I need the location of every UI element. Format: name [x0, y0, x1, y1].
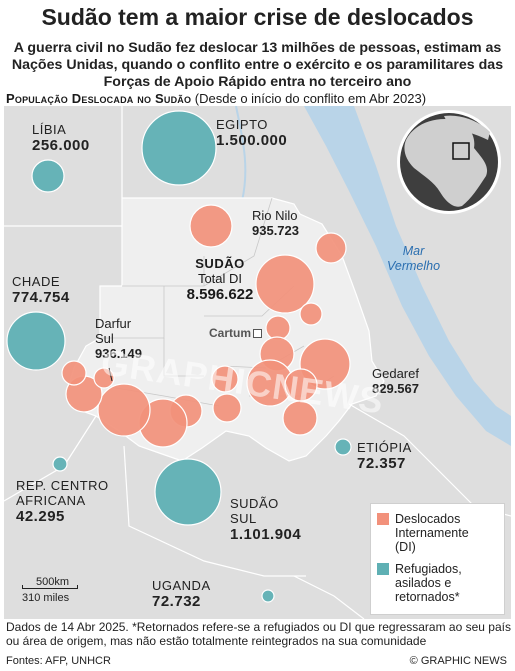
label-gedaref: Gedaref 829.567 [372, 366, 419, 396]
label-etiopia: ETIÓPIA 72.357 [357, 440, 412, 473]
refugee-circle-chade [6, 311, 66, 371]
cartum-name: Cartum [209, 326, 252, 340]
legend-refugees-line2: asilados e [395, 576, 452, 590]
refugee-circles [6, 110, 352, 603]
label-uganda: UGANDA 72.732 [152, 578, 211, 611]
gedaref-name: Gedaref [372, 366, 419, 381]
mar-vermelho-line1: Mar [402, 244, 425, 258]
globe-sudan-marker [452, 142, 470, 160]
sudao-total-value: 8.596.622 [186, 286, 254, 303]
label-rio-nilo: Rio Nilo 935.723 [252, 208, 299, 238]
credit: © GRAPHIC NEWS [409, 655, 507, 667]
nile-river [235, 106, 247, 202]
gedaref-value: 829.567 [372, 381, 419, 396]
refugee-circle-uganda [261, 589, 275, 603]
legend: Deslocados Internamente (DI) Refugiados,… [370, 503, 505, 615]
etiopia-value: 72.357 [357, 455, 406, 472]
chade-name: CHADE [12, 274, 61, 289]
main-title: Sudão tem a maior crise de deslocados [41, 4, 474, 30]
legend-idp-line2: Internamente [395, 526, 469, 540]
sudao-total-label: Total DI [197, 271, 243, 286]
label-sudao: SUDÃO Total DI 8.596.622 [170, 256, 270, 304]
mar-vermelho-line2: Vermelho [387, 259, 441, 273]
map: LÍBIA 256.000 EGIPTO 1.500.000 CHADE 774… [4, 106, 511, 619]
idp-circle [284, 368, 318, 402]
uganda-name: UGANDA [152, 578, 211, 593]
scale-km: 500km [36, 576, 70, 588]
refugee-circle-etiopia [334, 438, 352, 456]
label-egito: EGIPTO 1.500.000 [216, 117, 287, 150]
idp-circle-darfur-sul [97, 383, 151, 437]
idp-circle [212, 393, 242, 423]
capital-marker-icon [253, 329, 263, 338]
label-darfur-sul: Darfur Sul 936.149 [95, 316, 142, 361]
idp-circle [282, 400, 318, 436]
rca-value: 42.295 [16, 508, 65, 525]
refugee-circle-rca [52, 456, 68, 472]
map-heading-main: População Deslocada no Sudão [6, 91, 192, 106]
idp-circle [315, 232, 347, 264]
label-rca: REP. CENTRO AFRICANA 42.295 [16, 478, 109, 526]
sudao-sul-name-line1: SUDÃO [230, 496, 279, 511]
legend-swatch-idp [377, 513, 389, 525]
sources: Fontes: AFP, UNHCR [6, 655, 111, 667]
idp-circle-rio-nilo [255, 254, 315, 314]
idp-circle [189, 204, 233, 248]
legend-refugees-line3: retornados* [395, 590, 460, 604]
legend-idp-line1: Deslocados [395, 512, 461, 526]
eurasia-landmass [444, 115, 490, 140]
scale-miles: 310 miles [22, 592, 70, 604]
legend-swatch-refugees [377, 563, 389, 575]
idp-circle [211, 365, 239, 393]
chade-value: 774.754 [12, 289, 70, 306]
egito-name: EGIPTO [216, 117, 268, 132]
rca-name-line1: REP. CENTRO [16, 478, 109, 493]
refugee-circle-sudao-sul [154, 458, 222, 526]
sudao-name: SUDÃO [195, 256, 245, 271]
legend-idp-line3: (DI) [395, 540, 416, 554]
uganda-value: 72.732 [152, 593, 201, 610]
map-heading-note: (Desde o início do conflito em Abr 2023) [194, 91, 427, 106]
footnote: Dados de 14 Abr 2025. *Retornados refere… [6, 620, 511, 648]
label-cartum: Cartum [209, 326, 263, 340]
refugee-circle-egito [141, 110, 217, 186]
rio-nilo-value: 935.723 [252, 223, 299, 238]
darfur-sul-pointer [108, 367, 113, 382]
etiopia-name: ETIÓPIA [357, 440, 412, 455]
darfur-sul-name-line2: Sul [95, 331, 114, 346]
africa-landmass [404, 118, 488, 207]
idp-circle [93, 367, 115, 389]
legend-text-refugees: Refugiados, asilados e retornados* [395, 562, 462, 604]
idp-circle [61, 360, 87, 386]
legend-refugees-line1: Refugiados, [395, 562, 462, 576]
sudao-sul-name-line2: SUL [230, 511, 257, 526]
label-libia: LÍBIA 256.000 [32, 122, 90, 155]
darfur-sul-name-line1: Darfur [95, 316, 132, 331]
red-sea [304, 106, 511, 446]
map-heading: População Deslocada no Sudão (Desde o in… [6, 91, 509, 106]
legend-text-idp: Deslocados Internamente (DI) [395, 512, 469, 554]
idp-circle [265, 315, 291, 341]
label-chade: CHADE 774.754 [12, 274, 70, 307]
rio-nilo-name: Rio Nilo [252, 208, 298, 223]
refugee-circle-libia [31, 159, 65, 193]
label-sudao-sul: SUDÃO SUL 1.101.904 [230, 496, 301, 544]
sudao-sul-value: 1.101.904 [230, 526, 302, 543]
inset-globe [397, 110, 501, 214]
libia-value: 256.000 [32, 137, 90, 154]
idp-circle [299, 302, 323, 326]
libia-name: LÍBIA [32, 122, 67, 137]
scale-line [22, 588, 78, 589]
darfur-sul-value: 936.149 [95, 346, 142, 361]
rca-name-line2: AFRICANA [16, 493, 86, 508]
idp-circles [61, 204, 351, 448]
label-mar-vermelho: Mar Vermelho [387, 244, 440, 274]
egito-value: 1.500.000 [216, 132, 288, 149]
scale-tick-right [77, 585, 78, 589]
subtitle: A guerra civil no Sudão fez deslocar 13 … [11, 40, 504, 90]
map-base [4, 106, 511, 619]
scale-tick-left [22, 585, 23, 589]
